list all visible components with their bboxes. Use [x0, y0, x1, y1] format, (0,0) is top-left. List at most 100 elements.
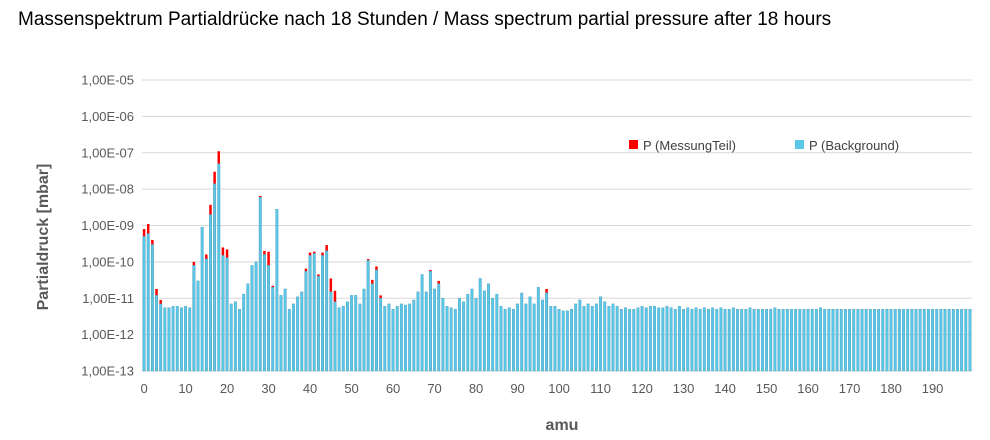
bar-background: [312, 253, 316, 372]
bar-background: [175, 306, 179, 372]
bar-background: [192, 265, 196, 372]
bar-background: [204, 258, 208, 372]
bar-background: [300, 291, 304, 372]
bar-background: [839, 308, 843, 372]
bar-background: [541, 299, 544, 372]
bar-background: [910, 308, 914, 372]
bar-background: [453, 308, 457, 372]
bar-background: [814, 308, 818, 372]
bar-background: [163, 307, 167, 372]
x-tick-label: 0: [140, 381, 147, 396]
bar-background: [740, 308, 744, 372]
bar-background: [408, 303, 412, 372]
bar-background: [146, 233, 150, 372]
background-bars: [142, 163, 972, 372]
bar-background: [760, 308, 764, 372]
bar-background: [574, 303, 578, 372]
bar-background: [632, 308, 636, 372]
bar-background: [594, 303, 598, 372]
bar-background: [960, 308, 964, 372]
x-axis-ticks: 0 10 20 30 40 50 60 70 80 90 100 110 120 130 140 150 160…: [140, 381, 943, 396]
bar-background: [524, 303, 528, 372]
bar-background: [254, 261, 258, 372]
bar-background: [781, 308, 785, 372]
bar-background: [578, 299, 582, 372]
bar-background: [350, 295, 354, 372]
x-tick-label: 60: [386, 381, 400, 396]
bar-background: [897, 308, 901, 372]
bar-background: [702, 307, 706, 372]
x-tick-label: 150: [756, 381, 778, 396]
x-tick-label: 140: [714, 381, 736, 396]
bar-background: [308, 255, 312, 372]
bar-background: [238, 308, 241, 372]
legend-swatch-measurement: [629, 140, 638, 149]
bar-background: [856, 308, 860, 372]
bar-background: [707, 308, 710, 372]
y-tick-label: 1,00E-12: [81, 327, 134, 342]
bar-background: [433, 288, 437, 372]
bar-background: [217, 163, 221, 372]
bar-background: [229, 303, 233, 372]
y-tick-label: 1,00E-11: [82, 291, 134, 306]
chart-title: Massenspektrum Partialdrücke nach 18 Stu…: [18, 9, 832, 30]
bar-background: [516, 303, 520, 372]
bar-background: [852, 308, 856, 372]
bar-background: [848, 308, 852, 372]
bar-background: [395, 306, 399, 372]
bar-background: [590, 306, 594, 372]
bar-background: [462, 301, 466, 372]
bar-background: [582, 306, 586, 372]
bar-background: [233, 301, 237, 372]
bar-background: [819, 307, 822, 372]
bar-background: [711, 307, 715, 372]
bar-background: [893, 308, 897, 372]
bar-background: [777, 308, 781, 372]
bar-background: [387, 303, 391, 372]
bar-background: [810, 308, 814, 372]
bar-background: [370, 283, 374, 372]
bar-background: [445, 306, 449, 372]
bar-background: [532, 303, 536, 372]
bar-background: [806, 308, 810, 372]
bar-background: [843, 308, 847, 372]
bar-background: [823, 308, 827, 372]
bar-background: [399, 303, 403, 372]
bar-background: [964, 308, 968, 372]
bar-background: [478, 278, 482, 372]
bar-background: [715, 308, 719, 372]
bar-background: [383, 306, 387, 372]
bar-background: [155, 295, 158, 372]
bar-background: [167, 307, 171, 372]
x-tick-label: 50: [344, 381, 358, 396]
bar-background: [902, 308, 905, 372]
bar-background: [209, 214, 212, 372]
bar-background: [661, 307, 665, 372]
bar-background: [864, 308, 868, 372]
bar-background: [922, 308, 926, 372]
bar-background: [790, 308, 793, 372]
bar-background: [794, 308, 798, 372]
bar-background: [939, 308, 943, 372]
bar-background: [889, 308, 893, 372]
bar-background: [860, 308, 864, 372]
legend-label-background: P (Background): [809, 138, 899, 153]
bar-background: [250, 265, 254, 372]
bar-background: [918, 308, 922, 372]
bar-background: [221, 255, 225, 372]
bar-background: [412, 299, 416, 372]
bar-background: [200, 226, 204, 372]
bar-background: [184, 306, 188, 372]
bar-background: [420, 274, 424, 372]
bar-background: [503, 308, 507, 372]
bar-background: [914, 308, 918, 372]
bar-background: [341, 306, 345, 372]
bar-background: [736, 308, 739, 372]
bar-background: [358, 303, 362, 372]
bar-background: [877, 308, 881, 372]
x-tick-label: 10: [178, 381, 192, 396]
x-tick-label: 90: [510, 381, 524, 396]
grid-lines: [142, 79, 972, 372]
x-tick-label: 190: [922, 381, 944, 396]
bar-background: [756, 308, 760, 372]
